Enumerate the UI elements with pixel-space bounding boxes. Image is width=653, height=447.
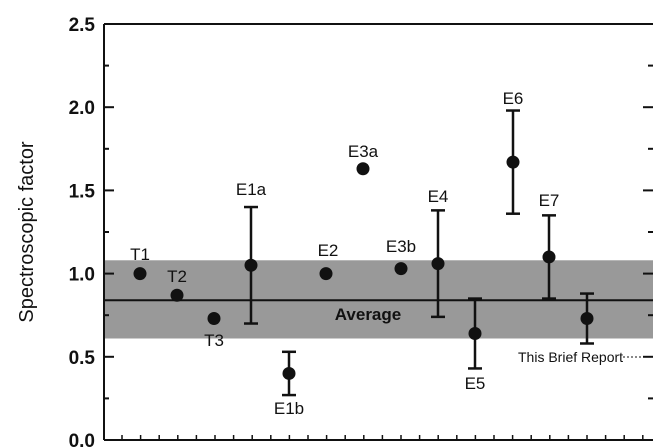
data-point-e7 bbox=[542, 250, 556, 264]
data-point-t3 bbox=[207, 312, 221, 326]
data-point-e1a bbox=[244, 258, 258, 272]
data-point-e3a bbox=[356, 162, 370, 176]
data-point-e6 bbox=[506, 155, 520, 169]
point-label: E4 bbox=[428, 187, 449, 206]
y-tick-label: 0.5 bbox=[69, 348, 96, 369]
y-axis-title: Spectroscopic factor bbox=[16, 141, 38, 323]
point-label: E7 bbox=[539, 191, 560, 210]
data-point-e4 bbox=[431, 257, 445, 271]
point-label: E2 bbox=[318, 241, 339, 260]
data-point-e2 bbox=[319, 267, 333, 281]
point-label: E6 bbox=[503, 89, 524, 108]
point-label: E3a bbox=[348, 142, 379, 161]
point-label: E3b bbox=[386, 237, 416, 256]
data-point-e1b bbox=[282, 366, 296, 380]
point-label: E1a bbox=[236, 180, 267, 199]
data-point-t2 bbox=[170, 288, 184, 302]
y-tick-label: 2.0 bbox=[69, 98, 95, 119]
point-label: E1b bbox=[274, 399, 304, 418]
data-point-this-brief-report bbox=[580, 312, 594, 326]
point-label: T1 bbox=[130, 245, 150, 264]
data-point-e5 bbox=[468, 327, 482, 341]
y-tick-label: 1.5 bbox=[69, 181, 96, 202]
y-tick-label: 1.0 bbox=[69, 265, 95, 286]
y-tick-label: 2.5 bbox=[69, 15, 96, 36]
point-label: T2 bbox=[167, 267, 187, 286]
point-label: This Brief Report bbox=[518, 349, 623, 365]
point-label: E5 bbox=[465, 374, 486, 393]
point-label: T3 bbox=[204, 331, 224, 350]
data-point-t1 bbox=[133, 267, 147, 281]
y-tick-label: 0.0 bbox=[69, 431, 95, 447]
data-point-e3b bbox=[394, 262, 408, 276]
average-label: Average bbox=[335, 305, 401, 324]
